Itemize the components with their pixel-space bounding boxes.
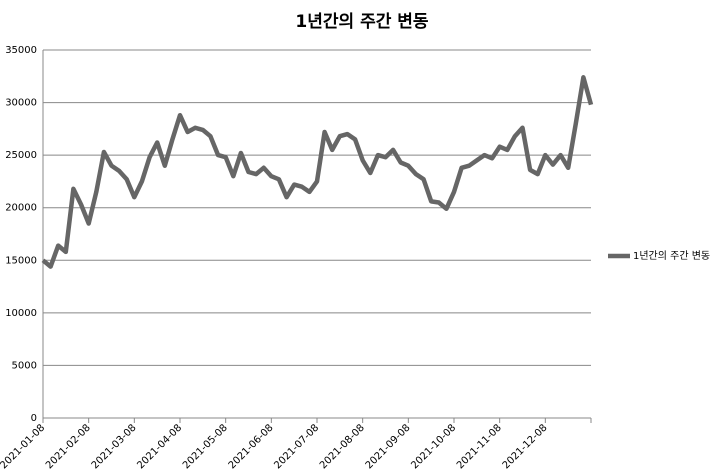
chart-title: 1년간의 주간 변동 bbox=[295, 12, 429, 32]
y-tick-label: 10000 bbox=[5, 308, 37, 319]
x-tick-label: 2021-06-08 bbox=[227, 422, 276, 471]
x-tick-label: 2021-07-08 bbox=[272, 422, 321, 471]
y-tick-label: 30000 bbox=[5, 98, 37, 109]
x-tick-label: 2021-08-08 bbox=[318, 422, 367, 471]
y-tick-label: 5000 bbox=[12, 360, 37, 371]
y-tick-label: 25000 bbox=[5, 150, 37, 161]
y-tick-label: 0 bbox=[31, 413, 37, 424]
y-tick-label: 15000 bbox=[5, 255, 37, 266]
x-tick-label: 2021-01-08 bbox=[0, 422, 47, 471]
legend-label: 1년간의 주간 변동 bbox=[633, 250, 710, 262]
x-tick-label: 2021-10-08 bbox=[409, 422, 458, 471]
x-tick-label: 2021-05-08 bbox=[181, 422, 230, 471]
line-series bbox=[41, 75, 594, 269]
x-tick-label: 2021-02-08 bbox=[44, 422, 93, 471]
y-tick-label: 35000 bbox=[5, 45, 37, 56]
x-tick-label: 2021-11-08 bbox=[455, 422, 504, 471]
x-tick-label: 2021-04-08 bbox=[135, 422, 184, 471]
x-tick-label: 2021-12-08 bbox=[501, 422, 550, 471]
x-tick-label: 2021-09-08 bbox=[364, 422, 413, 471]
y-tick-label: 20000 bbox=[5, 203, 37, 214]
x-tick-label: 2021-03-08 bbox=[90, 422, 139, 471]
